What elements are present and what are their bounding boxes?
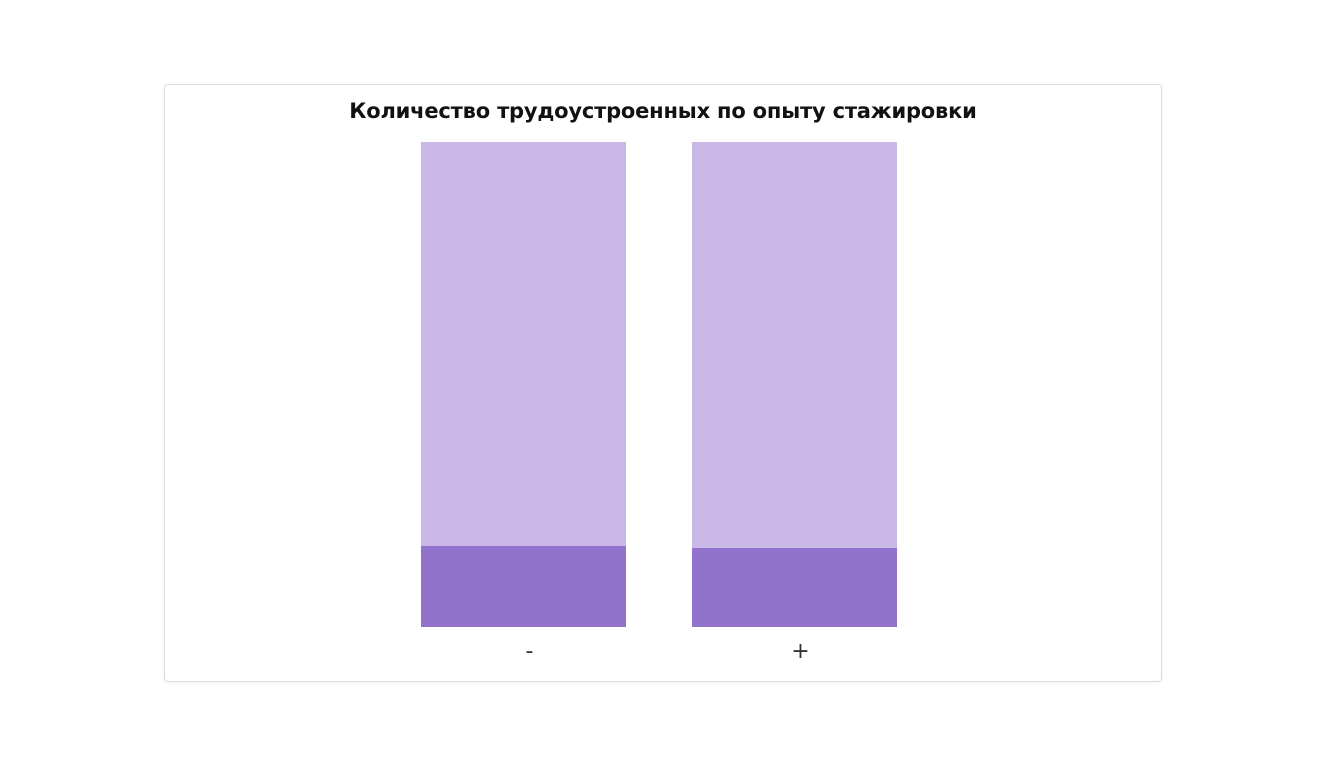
bar-chart: - + bbox=[421, 142, 897, 664]
x-tick-label: - bbox=[526, 639, 534, 664]
chart-card: Количество трудоустроенных по опыту стаж… bbox=[164, 84, 1162, 682]
x-tick-label: + bbox=[791, 639, 809, 664]
chart-title: Количество трудоустроенных по опыту стаж… bbox=[349, 99, 977, 123]
bar-segment-1-series-2 bbox=[421, 142, 626, 547]
bar-segment-2-series-2 bbox=[692, 142, 897, 548]
bar-segment-2-series-1 bbox=[692, 547, 897, 627]
bar-segment-1-series-1 bbox=[421, 546, 626, 627]
